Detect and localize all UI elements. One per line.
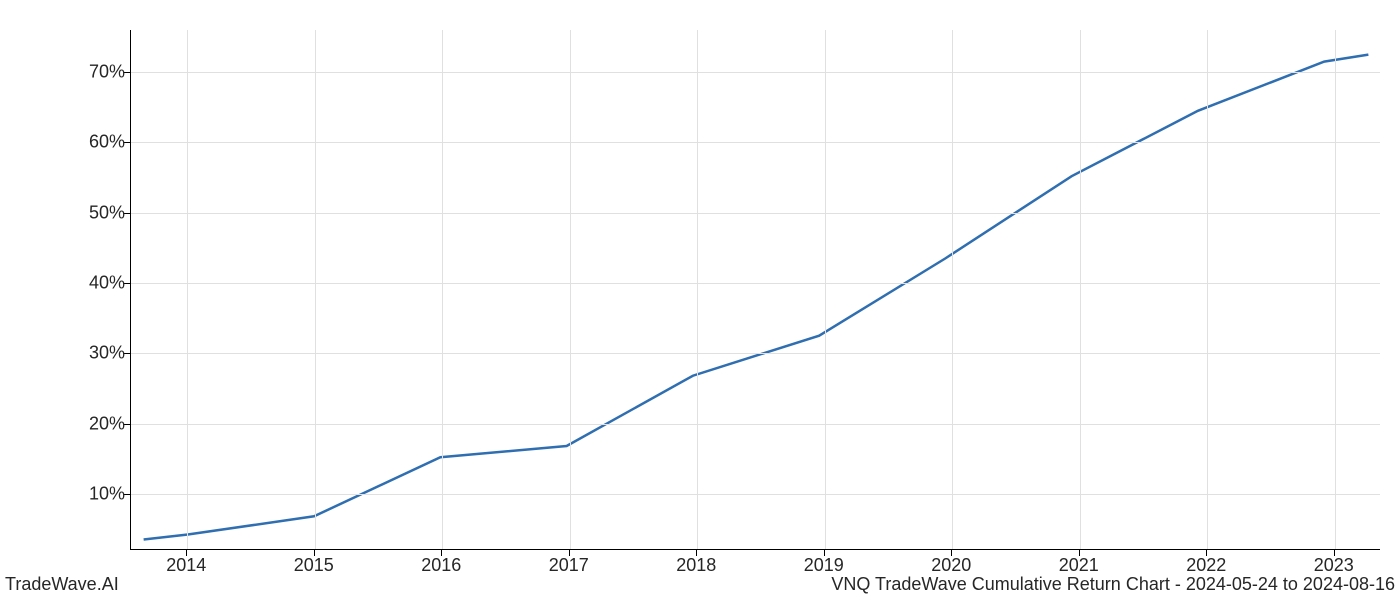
plot-area (130, 30, 1380, 550)
grid-line-vertical (1335, 30, 1336, 549)
grid-line-horizontal (131, 142, 1380, 143)
grid-line-horizontal (131, 353, 1380, 354)
y-tick-label: 50% (70, 202, 125, 223)
x-tick-label: 2015 (294, 555, 334, 576)
grid-line-horizontal (131, 424, 1380, 425)
grid-line-vertical (1080, 30, 1081, 549)
grid-line-vertical (315, 30, 316, 549)
grid-line-vertical (697, 30, 698, 549)
grid-line-vertical (825, 30, 826, 549)
chart-container: 2014201520162017201820192020202120222023… (130, 30, 1380, 550)
grid-line-vertical (442, 30, 443, 549)
grid-line-vertical (952, 30, 953, 549)
line-series (131, 30, 1381, 550)
x-tick-label: 2018 (676, 555, 716, 576)
grid-line-vertical (187, 30, 188, 549)
x-tick-label: 2019 (804, 555, 844, 576)
x-tick-label: 2021 (1059, 555, 1099, 576)
grid-line-horizontal (131, 72, 1380, 73)
x-tick-label: 2017 (549, 555, 589, 576)
y-tick-label: 30% (70, 343, 125, 364)
y-tick-label: 60% (70, 132, 125, 153)
footer-left: TradeWave.AI (5, 574, 119, 595)
x-tick-label: 2014 (166, 555, 206, 576)
y-tick-label: 70% (70, 62, 125, 83)
grid-line-vertical (570, 30, 571, 549)
grid-line-horizontal (131, 494, 1380, 495)
grid-line-horizontal (131, 213, 1380, 214)
footer-right: VNQ TradeWave Cumulative Return Chart - … (831, 574, 1395, 595)
y-tick-label: 40% (70, 272, 125, 293)
x-tick-label: 2016 (421, 555, 461, 576)
x-tick-label: 2022 (1186, 555, 1226, 576)
x-tick-label: 2020 (931, 555, 971, 576)
grid-line-horizontal (131, 283, 1380, 284)
grid-line-vertical (1207, 30, 1208, 549)
y-tick-label: 20% (70, 413, 125, 434)
y-tick-label: 10% (70, 483, 125, 504)
x-tick-label: 2023 (1314, 555, 1354, 576)
